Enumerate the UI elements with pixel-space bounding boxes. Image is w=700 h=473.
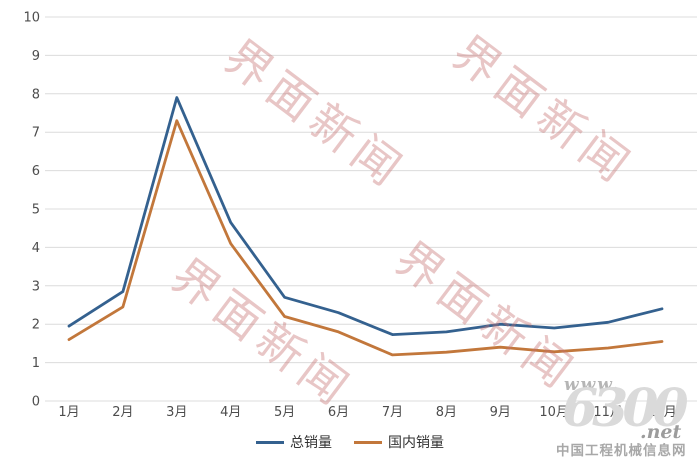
- y-axis-tick-label: 10: [23, 11, 40, 26]
- domestic-series-color-swatch: [354, 440, 382, 444]
- y-axis-tick-label: 1: [32, 356, 40, 371]
- legend-label-domestic: 国内销量: [388, 435, 444, 451]
- chart-legend: 总销量 国内销量: [0, 431, 700, 453]
- x-axis-tick-label: 10月: [539, 405, 569, 420]
- x-axis-tick-label: 1月: [58, 405, 79, 420]
- x-axis-tick-label: 6月: [328, 405, 349, 420]
- total-series-color-swatch: [256, 440, 284, 444]
- legend-item-total: 总销量: [256, 432, 332, 452]
- legend-item-domestic: 国内销量: [354, 432, 444, 452]
- x-axis-tick-label: 11月: [593, 405, 623, 420]
- x-axis-tick-label: 12月: [647, 405, 677, 420]
- series-line-0: [67, 96, 664, 337]
- x-axis-tick-label: 4月: [220, 405, 241, 420]
- y-axis-tick-label: 9: [32, 49, 40, 64]
- y-axis-tick-label: 6: [32, 164, 40, 179]
- y-axis-tick-label: 2: [32, 318, 40, 333]
- legend-label-total: 总销量: [290, 435, 332, 451]
- y-axis-tick-label: 7: [32, 126, 40, 141]
- x-axis-tick-label: 7月: [382, 405, 403, 420]
- y-axis-tick-label: 3: [32, 279, 40, 294]
- x-axis-tick-label: 9月: [490, 405, 511, 420]
- x-axis-tick-label: 5月: [274, 405, 295, 420]
- x-axis-tick-label: 2月: [112, 405, 133, 420]
- x-axis-tick-label: 8月: [436, 405, 457, 420]
- series-line-1: [67, 119, 664, 357]
- x-axis-tick-label: 3月: [166, 405, 187, 420]
- y-axis-tick-label: 0: [32, 395, 40, 410]
- y-axis-tick-label: 8: [32, 87, 40, 102]
- y-axis-tick-label: 5: [32, 203, 40, 218]
- y-axis-tick-label: 4: [32, 241, 40, 256]
